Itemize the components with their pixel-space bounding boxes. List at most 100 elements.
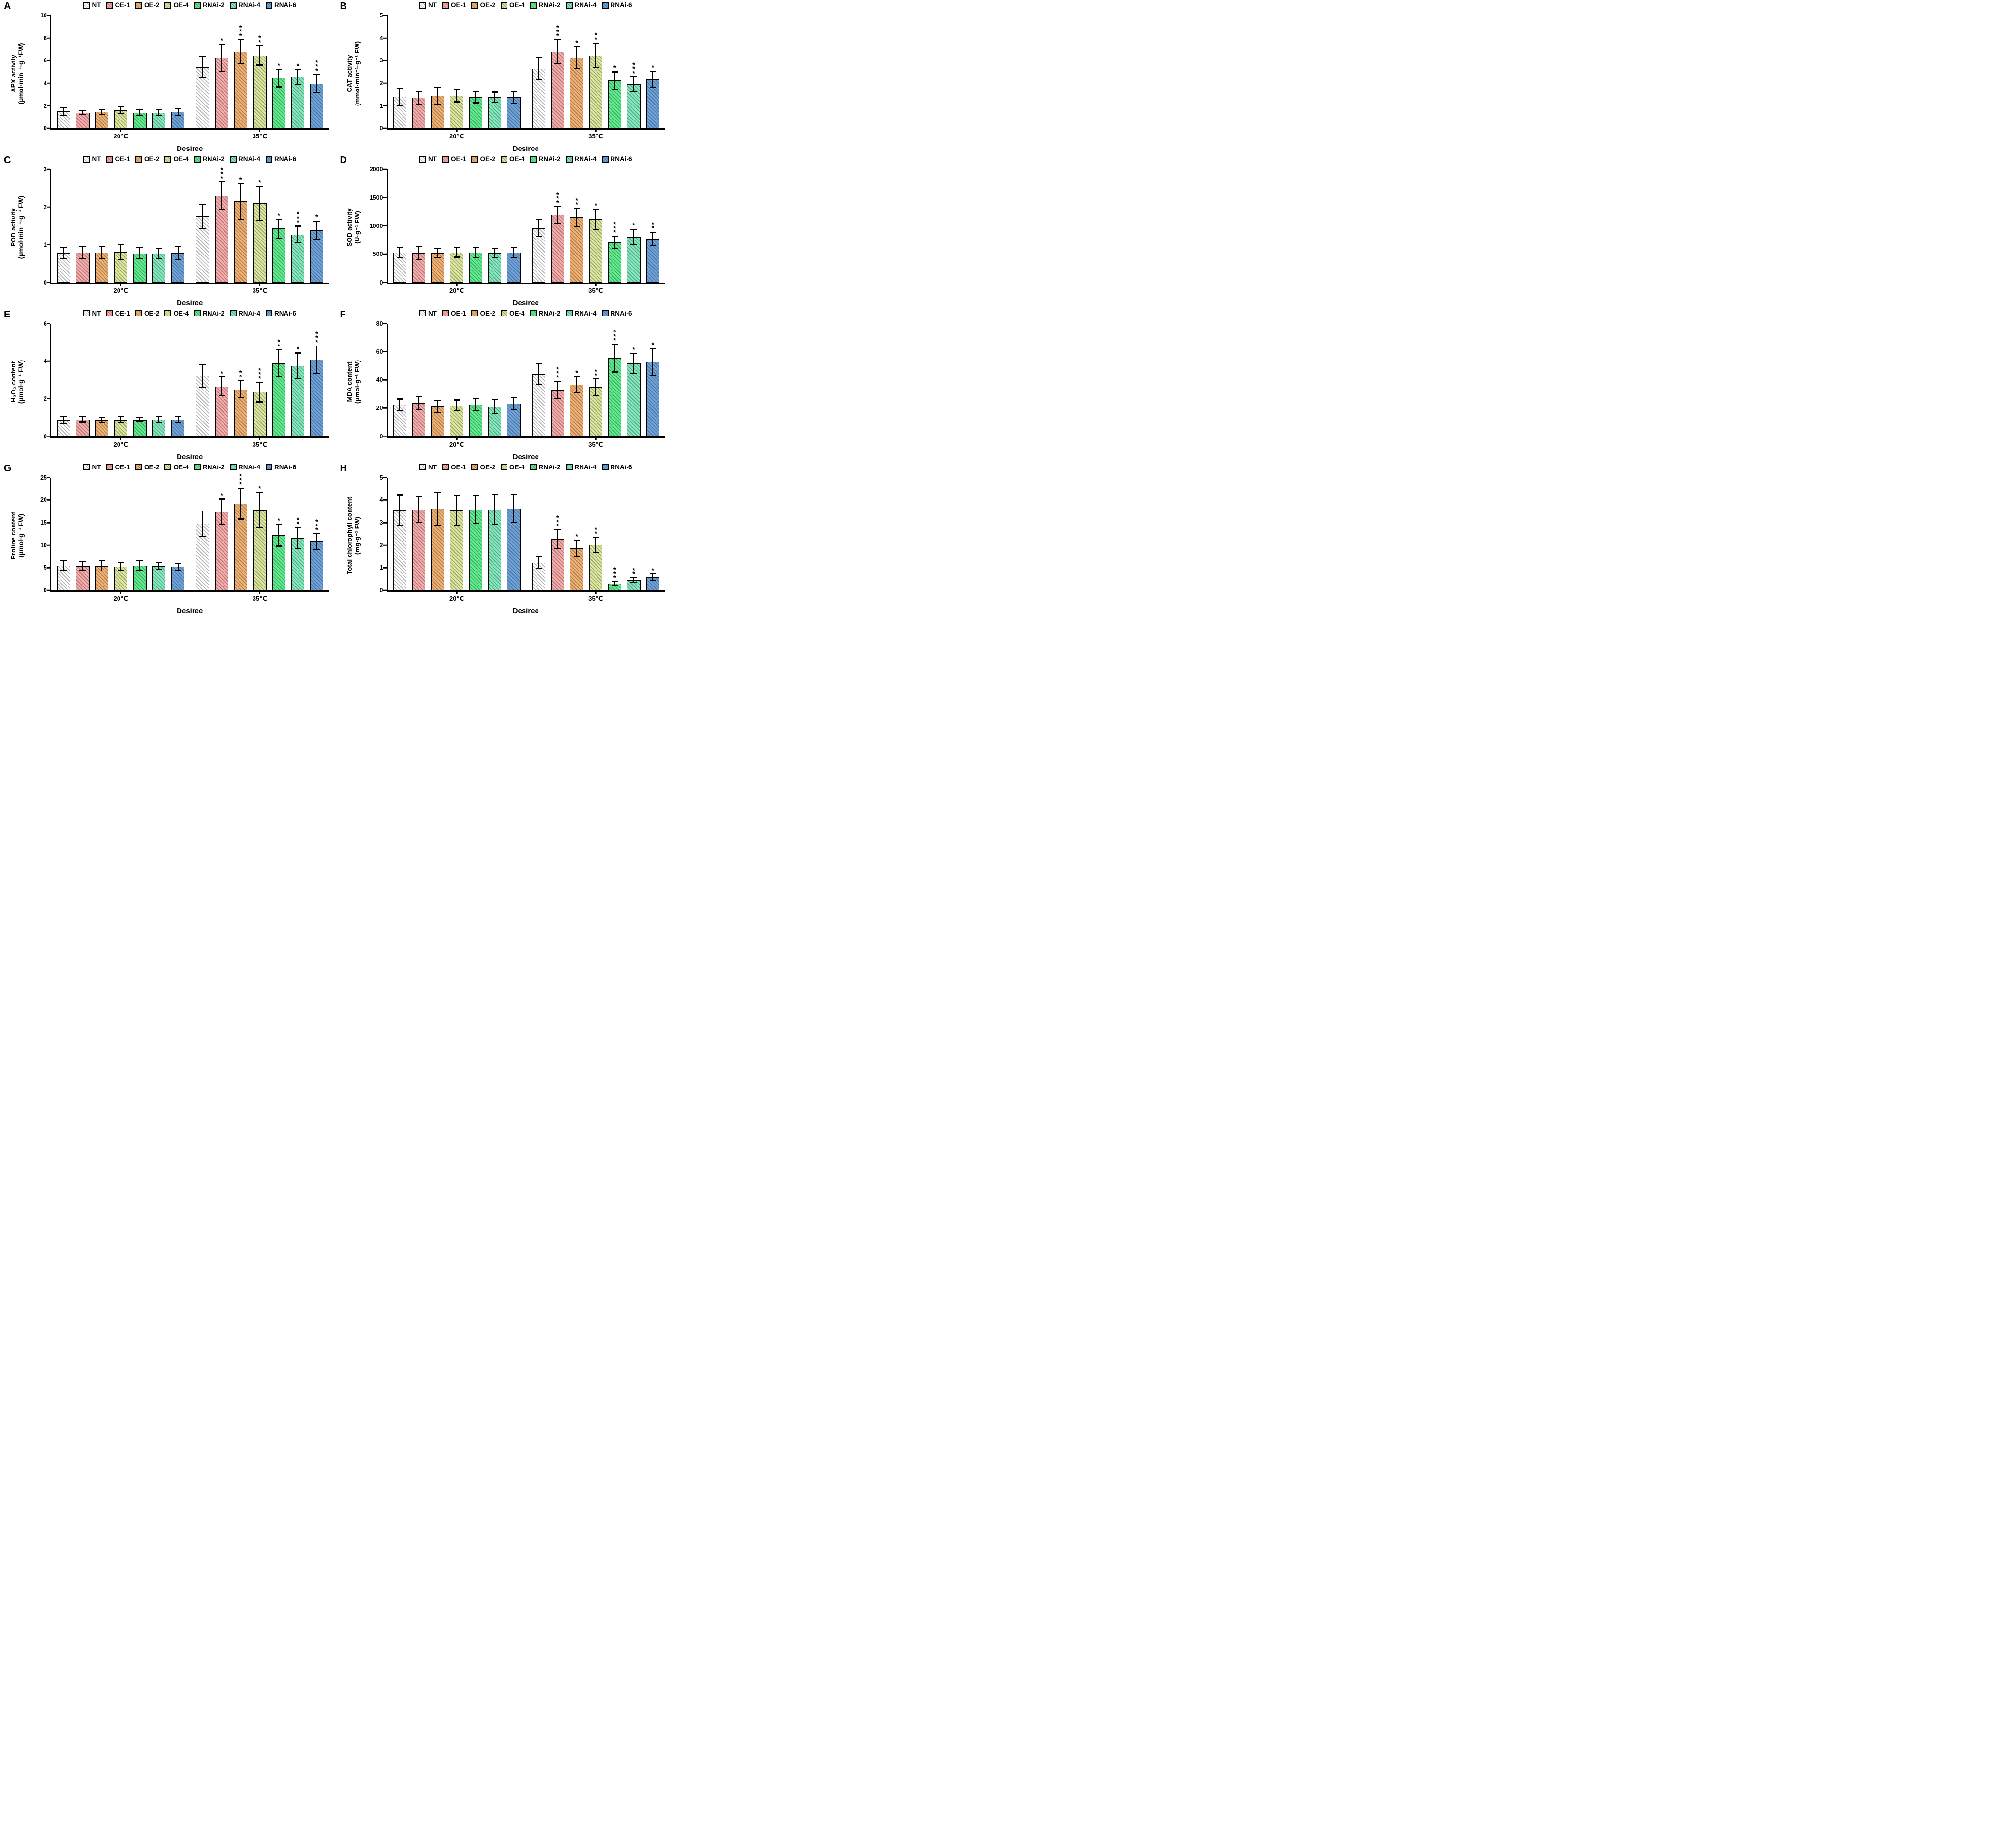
legend-item: RNAi-2	[194, 155, 224, 163]
legend-swatch-nt	[83, 464, 90, 471]
y-tick-label: 80	[376, 320, 383, 327]
y-tick-mark	[383, 60, 387, 61]
legend-swatch-rnai-6	[266, 1, 273, 9]
error-bar-line	[418, 496, 419, 523]
error-bar-cap-top	[79, 416, 86, 417]
y-axis-label: SOD activity (U·g⁻¹ FW)	[346, 208, 361, 247]
error-bar-cap-bottom	[294, 84, 301, 85]
error-bar-cap-top	[649, 347, 656, 349]
bar-slot: * * *	[291, 169, 305, 283]
error-bar-cap-bottom	[472, 523, 479, 525]
legend-swatch-oe-4	[500, 1, 507, 9]
bar-slot	[152, 169, 165, 283]
panel-letter: E	[4, 309, 11, 320]
bar-slot	[412, 324, 426, 436]
error-bar-cap-bottom	[118, 570, 124, 571]
bar-group-35℃: * * * * * * * * * * * * 35℃	[190, 324, 329, 448]
error-bar-line	[576, 540, 578, 556]
error-bar-cap-bottom	[218, 395, 225, 397]
bar-OE-2	[431, 95, 445, 129]
bar-NT	[393, 253, 406, 283]
y-tick-label: 60	[376, 348, 383, 355]
error-bar-cap-bottom	[472, 257, 479, 258]
error-bar-line	[297, 353, 299, 379]
error-bar-cap-top	[492, 494, 498, 495]
error-bar-line	[139, 247, 140, 259]
significance-asterisks: * * *	[220, 165, 223, 182]
error-bar-cap-top	[472, 91, 479, 93]
significance-asterisks: * * *	[556, 24, 559, 40]
error-bar-cap-bottom	[199, 387, 206, 388]
x-tick-mark	[595, 436, 597, 440]
error-bar-cap-top	[472, 397, 479, 399]
legend-label: OE-4	[509, 309, 525, 317]
bar-slot: * * *	[253, 324, 267, 436]
error-bar-cap-bottom	[256, 64, 263, 66]
legend-item: RNAi-6	[601, 1, 632, 9]
legend-swatch-rnai-6	[266, 155, 273, 163]
error-bar-line	[513, 398, 515, 409]
legend-item: RNAi-6	[266, 464, 296, 471]
bar-OE-1	[551, 215, 565, 283]
error-bar-cap-bottom	[415, 259, 422, 260]
bar-slot	[431, 324, 445, 436]
bar-RNAi-4	[291, 234, 305, 283]
bar-slot: *	[570, 478, 583, 590]
significance-asterisks: *	[258, 484, 261, 493]
error-bar-line	[475, 247, 477, 258]
legend-swatch-rnai-4	[230, 1, 237, 9]
error-bar-cap-top	[630, 228, 637, 230]
error-bar-cap-top	[118, 244, 124, 245]
bar-OE-2	[234, 201, 248, 283]
x-tick-label: 20℃	[449, 440, 464, 448]
error-bar-cap-top	[155, 109, 162, 110]
bar-slot	[95, 324, 108, 436]
error-bar-cap-top	[218, 376, 225, 378]
error-bar-line	[576, 46, 578, 69]
error-bar-cap-bottom	[256, 401, 263, 403]
legend-item: NT	[419, 155, 437, 163]
y-tick-mark	[47, 360, 50, 362]
error-bar-cap-bottom	[136, 115, 143, 116]
significance-asterisks: * * *	[239, 23, 242, 40]
error-bar-cap-top	[510, 397, 517, 399]
y-tick-mark	[47, 244, 50, 245]
error-bar-line	[177, 563, 179, 571]
error-bar-line	[437, 248, 438, 258]
y-tick-mark	[383, 282, 387, 283]
bar-slot	[57, 15, 71, 129]
bar-slot: *	[646, 15, 659, 129]
error-bar-cap-top	[118, 106, 124, 107]
error-bar-line	[240, 183, 241, 220]
bar-group-20℃: 20℃	[388, 324, 526, 448]
y-tick-label: 3	[379, 57, 383, 64]
error-bar-cap-top	[238, 182, 244, 184]
x-tick-label: 20℃	[113, 440, 128, 448]
error-bar-cap-top	[60, 560, 67, 562]
y-tick-label: 3	[44, 166, 47, 173]
legend-swatch-nt	[83, 155, 90, 163]
legend-swatch-nt	[419, 310, 426, 316]
bar-RNAi-6	[507, 404, 521, 436]
bar-slot: *	[570, 15, 583, 129]
y-tick-label: 40	[376, 376, 383, 384]
y-tick-mark	[47, 544, 50, 546]
error-bar-cap-bottom	[275, 376, 282, 377]
y-tick-label: 5	[379, 12, 383, 19]
bar-OE-2	[570, 217, 583, 283]
error-bar-cap-top	[492, 248, 498, 249]
legend-item: OE-4	[500, 1, 525, 9]
error-bar-line	[399, 495, 401, 526]
legend-label: OE-4	[173, 1, 189, 9]
legend-label: NT	[92, 155, 101, 163]
legend-item: NT	[419, 1, 437, 9]
y-tick-mark	[47, 589, 50, 591]
y-tick-label: 0	[44, 587, 47, 594]
bar-slot	[171, 169, 185, 283]
error-bar-cap-bottom	[98, 113, 105, 115]
error-bar-line	[614, 582, 615, 586]
legend: NT OE-1 OE-2 OE-4 RNAi-2 RNAi-4 RNAi-6	[50, 464, 329, 471]
error-bar-line	[494, 494, 495, 525]
bar-OE-4	[450, 95, 463, 129]
legend-swatch-rnai-6	[601, 310, 609, 316]
